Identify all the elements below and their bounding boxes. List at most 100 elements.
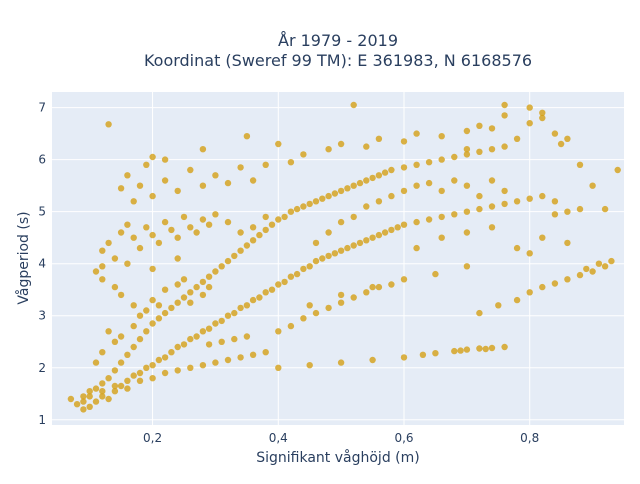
data-point: [419, 351, 427, 358]
data-point: [589, 268, 596, 275]
y-tick-label: 1: [38, 413, 46, 427]
data-point: [306, 263, 313, 270]
data-point: [99, 388, 106, 395]
data-point: [117, 185, 125, 192]
data-point: [174, 187, 181, 195]
data-point: [130, 302, 137, 309]
data-point: [168, 304, 175, 312]
data-point: [375, 231, 383, 239]
data-point: [438, 156, 445, 163]
data-point: [476, 192, 483, 200]
data-point: [99, 380, 106, 387]
data-point: [601, 263, 609, 270]
data-point: [451, 177, 458, 184]
data-point: [136, 377, 144, 384]
data-point: [501, 200, 508, 208]
data-point: [576, 161, 584, 168]
data-point: [300, 315, 307, 322]
data-point: [231, 309, 238, 317]
data-point: [463, 151, 471, 158]
data-point: [174, 281, 181, 288]
data-point: [174, 343, 181, 351]
data-point: [344, 185, 351, 192]
data-point: [117, 229, 125, 236]
data-point: [130, 234, 137, 241]
data-point: [369, 356, 376, 364]
data-point: [513, 135, 521, 142]
data-point: [155, 302, 163, 309]
data-point: [275, 216, 282, 223]
data-point: [583, 265, 590, 273]
data-point: [356, 179, 364, 187]
data-point: [187, 335, 194, 343]
data-point: [495, 302, 502, 309]
data-point: [130, 343, 137, 351]
data-point: [476, 205, 483, 213]
data-point: [199, 216, 207, 223]
data-point: [319, 255, 326, 262]
data-point: [262, 226, 269, 234]
data-point: [388, 226, 395, 234]
data-point: [249, 177, 257, 184]
data-point: [180, 213, 188, 221]
data-point: [262, 161, 269, 168]
data-point: [375, 283, 383, 291]
data-point: [212, 172, 219, 179]
data-point: [363, 203, 370, 210]
data-point: [281, 278, 288, 286]
data-point: [595, 260, 603, 267]
data-point: [80, 393, 87, 400]
data-point: [224, 218, 232, 226]
data-point: [388, 281, 395, 288]
data-point: [381, 229, 389, 236]
data-point: [306, 302, 313, 309]
data-point: [237, 304, 244, 312]
data-point: [117, 359, 125, 366]
data-point: [337, 187, 345, 195]
data-point: [287, 322, 295, 330]
data-point: [262, 289, 269, 296]
data-point: [300, 203, 307, 210]
data-point: [463, 182, 471, 189]
data-point: [161, 286, 169, 293]
data-point: [325, 192, 332, 200]
data-point: [80, 398, 87, 405]
data-point: [149, 362, 156, 369]
data-point: [463, 127, 471, 135]
data-point: [174, 367, 181, 374]
data-point: [369, 174, 376, 182]
data-point: [136, 182, 144, 189]
data-point: [117, 291, 125, 299]
data-point: [438, 133, 445, 140]
data-point: [155, 315, 163, 322]
data-point: [218, 317, 225, 325]
data-point: [363, 143, 370, 150]
data-point: [476, 345, 483, 352]
data-point: [526, 250, 533, 257]
data-point: [180, 276, 188, 283]
data-point: [400, 276, 408, 283]
data-point: [344, 244, 351, 252]
data-point: [99, 263, 106, 270]
data-point: [92, 359, 100, 366]
data-point: [205, 341, 213, 348]
data-point: [117, 333, 125, 340]
data-point: [180, 341, 188, 348]
data-point: [501, 187, 508, 195]
data-point: [451, 347, 458, 355]
data-point: [212, 211, 219, 218]
data-point: [149, 375, 156, 382]
data-point: [143, 364, 150, 371]
data-point: [149, 192, 156, 200]
data-point: [501, 112, 508, 119]
data-point: [369, 283, 376, 291]
data-point: [218, 338, 225, 345]
data-point: [143, 328, 150, 335]
data-point: [312, 239, 320, 247]
data-point: [451, 211, 458, 218]
data-point: [174, 255, 181, 262]
data-point: [350, 101, 357, 109]
data-point: [262, 349, 269, 356]
data-point: [212, 268, 219, 275]
data-point: [425, 179, 433, 187]
